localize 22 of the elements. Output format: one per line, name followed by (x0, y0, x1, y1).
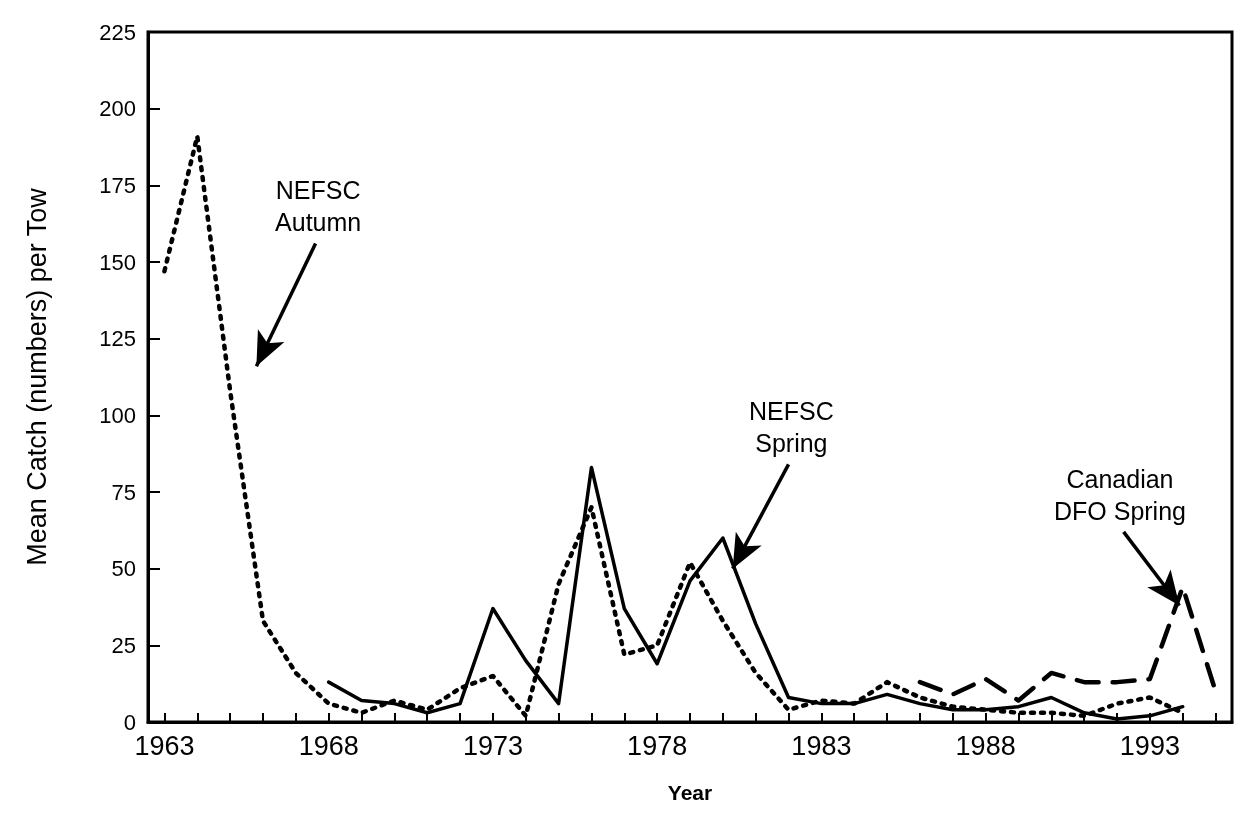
text: NEFSC Spring (749, 397, 834, 458)
x-tick-label: 1963 (134, 730, 195, 761)
y-tick-label: 175 (99, 172, 136, 198)
y-tick-label: 200 (99, 96, 136, 122)
text: NEFSC Autumn (275, 176, 362, 237)
x-tick-label: 1983 (791, 730, 852, 761)
x-tick-label: 1993 (1119, 730, 1180, 761)
y-tick-label: 125 (99, 326, 136, 352)
y-tick-label: 0 (123, 709, 136, 735)
y-tick-label: 150 (99, 249, 136, 275)
y-tick-label: 225 (99, 19, 136, 45)
x-tick-label: 1968 (298, 730, 359, 761)
y-tick-label: 75 (111, 479, 136, 505)
y-axis-title: Mean Catch (numbers) per Tow (21, 187, 52, 566)
y-tick-label: 50 (111, 556, 136, 582)
x-tick-label: 1988 (955, 730, 1016, 761)
text: Canadian DFO Spring (1053, 465, 1186, 526)
x-tick-label: 1973 (462, 730, 523, 761)
y-tick-label: 100 (99, 402, 136, 428)
y-tick-label: 25 (111, 632, 136, 658)
x-tick-label: 1978 (627, 730, 688, 761)
x-axis-title: Year (667, 781, 713, 804)
